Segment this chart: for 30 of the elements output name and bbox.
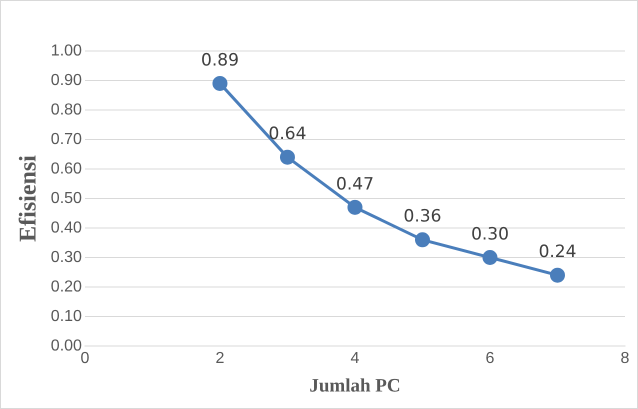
- x-tick-label: 6: [486, 350, 495, 368]
- y-tick-label: 0.10: [50, 308, 82, 325]
- x-tick-label: 8: [620, 350, 630, 368]
- y-axis-title: Efisiensi: [16, 154, 42, 242]
- y-tick-label: 0.40: [50, 219, 82, 236]
- y-tick-label: 0.80: [50, 101, 82, 118]
- point: [212, 76, 228, 91]
- y-tick-label: 0.00: [50, 337, 82, 354]
- y-tick-label: 0.60: [50, 160, 82, 178]
- point: [414, 232, 430, 248]
- y-tick-label: 0.90: [50, 72, 82, 89]
- x-axis-title: Jumlah PC: [309, 376, 401, 397]
- y-tick-label: 0.70: [50, 130, 82, 148]
- x-tick-label: 4: [350, 350, 360, 368]
- point: [347, 200, 362, 215]
- data-label: 0.47: [336, 174, 374, 194]
- x-tick-label: 2: [216, 350, 224, 368]
- point: [280, 150, 295, 165]
- data-label: 0.89: [201, 50, 239, 70]
- y-tick-label: 0.50: [50, 190, 82, 207]
- data-label: 0.64: [268, 124, 306, 144]
- point: [482, 250, 498, 265]
- point: [550, 268, 565, 283]
- data-label: 0.30: [471, 224, 509, 244]
- y-tick-label: 1.00: [50, 42, 82, 60]
- y-tick-label: 0.30: [50, 248, 82, 266]
- data-label: 0.24: [538, 242, 576, 262]
- data-label: 0.36: [404, 206, 442, 227]
- y-tick-label: 0.20: [50, 278, 82, 296]
- x-tick-label: 0: [80, 350, 90, 368]
